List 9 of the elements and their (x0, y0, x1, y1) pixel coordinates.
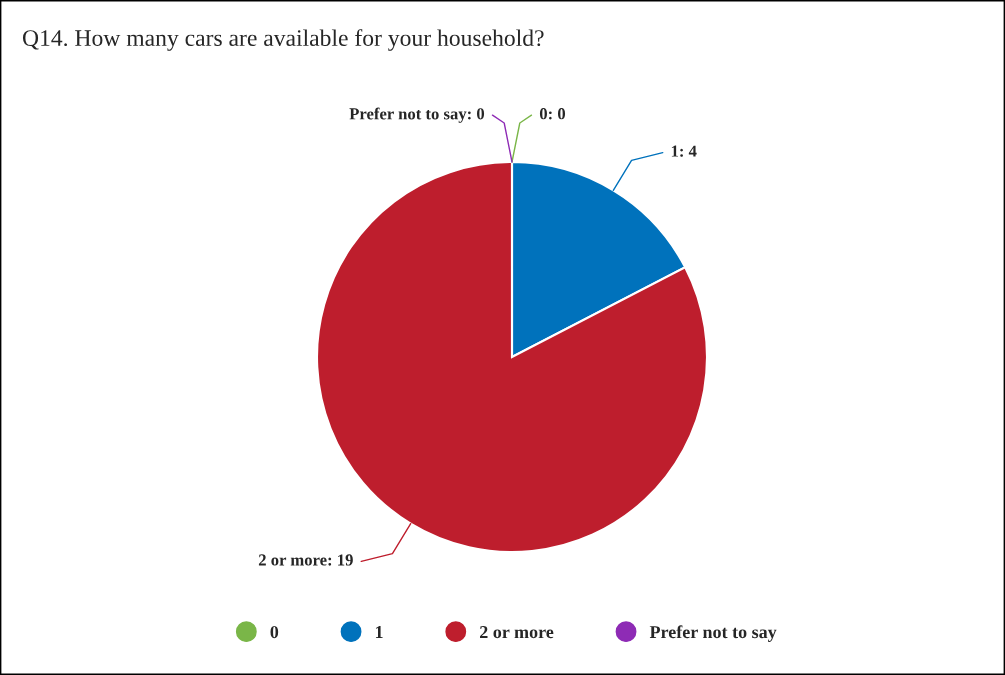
legend-label: 0 (270, 625, 279, 639)
data-label: 2 or more: 19 (258, 554, 353, 566)
chart-title: Q14. How many cars are available for your household? (22, 29, 544, 51)
legend-label: 1 (375, 626, 383, 638)
legend-label: 2 or more (480, 626, 554, 639)
text: 0: 0 (539, 108, 566, 120)
legend-label: Prefer not to say (649, 625, 777, 642)
text: Prefer not to say: 0 (349, 107, 485, 123)
data-label: 1: 4 (671, 145, 697, 157)
